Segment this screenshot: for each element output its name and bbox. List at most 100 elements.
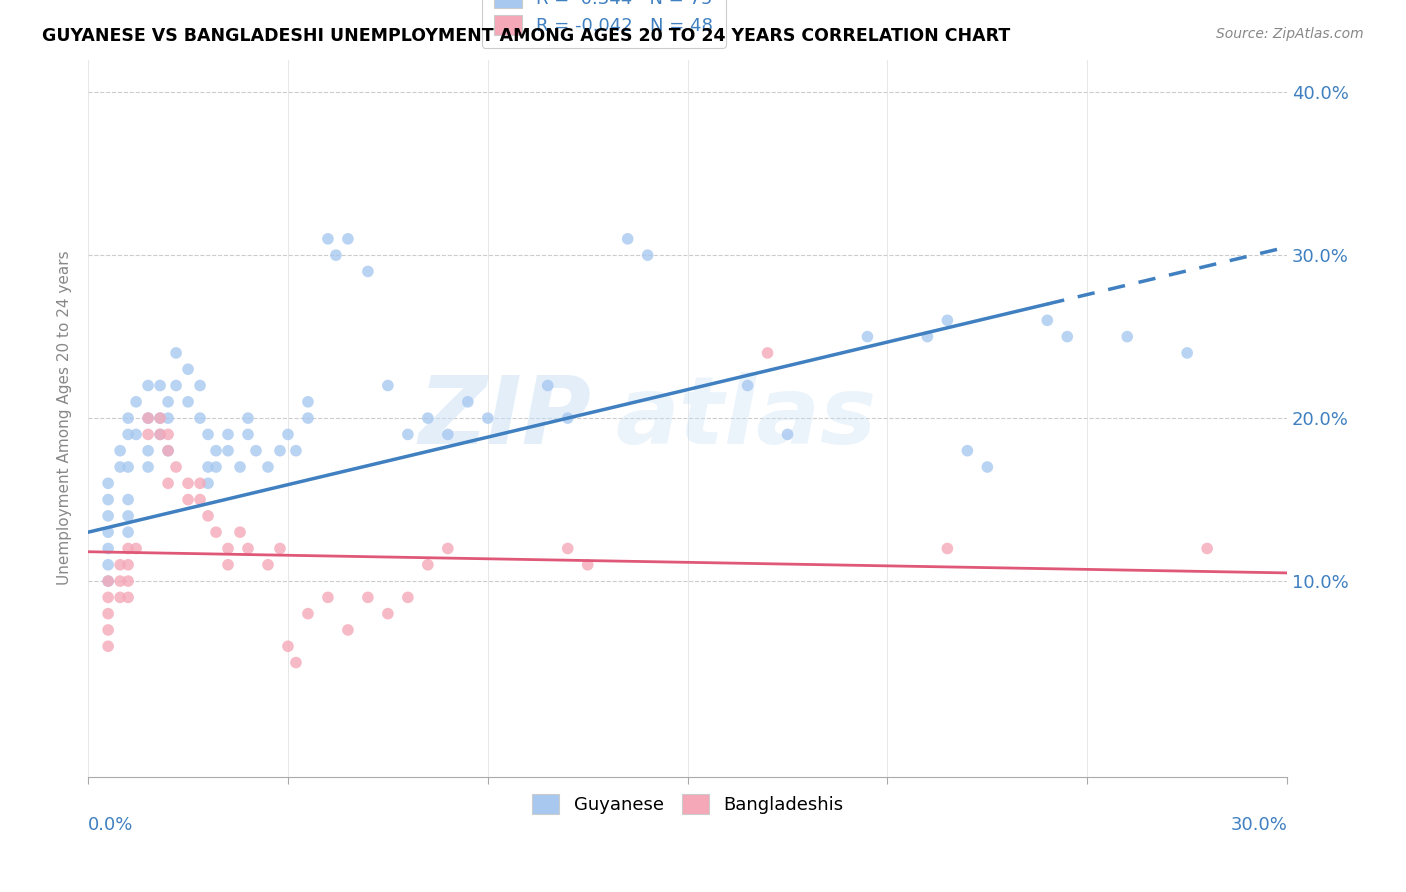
Point <box>217 558 239 572</box>
Point <box>756 346 779 360</box>
Point <box>336 232 359 246</box>
Point <box>1197 541 1219 556</box>
Point <box>316 591 339 605</box>
Point <box>377 378 399 392</box>
Point <box>325 248 347 262</box>
Point <box>936 541 959 556</box>
Point <box>136 427 159 442</box>
Point <box>125 394 148 409</box>
Point <box>177 394 200 409</box>
Point <box>297 394 319 409</box>
Point <box>616 232 638 246</box>
Text: 0.0%: 0.0% <box>89 816 134 834</box>
Text: atlas: atlas <box>616 372 877 464</box>
Point <box>737 378 759 392</box>
Point <box>245 443 267 458</box>
Point <box>576 558 599 572</box>
Point <box>856 329 879 343</box>
Point <box>177 492 200 507</box>
Point <box>437 427 460 442</box>
Point <box>457 394 479 409</box>
Point <box>97 607 120 621</box>
Point <box>97 558 120 572</box>
Point <box>136 378 159 392</box>
Point <box>97 574 120 588</box>
Point <box>117 591 139 605</box>
Point <box>188 492 211 507</box>
Point <box>97 591 120 605</box>
Point <box>117 508 139 523</box>
Point <box>976 460 998 475</box>
Point <box>157 443 180 458</box>
Point <box>416 411 439 425</box>
Point <box>477 411 499 425</box>
Point <box>157 427 180 442</box>
Point <box>236 541 259 556</box>
Point <box>157 394 180 409</box>
Point <box>217 443 239 458</box>
Point <box>108 558 131 572</box>
Point <box>297 607 319 621</box>
Point <box>149 378 172 392</box>
Point <box>297 411 319 425</box>
Point <box>165 346 187 360</box>
Point <box>776 427 799 442</box>
Point <box>136 460 159 475</box>
Point <box>1056 329 1078 343</box>
Point <box>257 460 280 475</box>
Point <box>257 558 280 572</box>
Point <box>125 541 148 556</box>
Point <box>396 427 419 442</box>
Point <box>637 248 659 262</box>
Point <box>217 541 239 556</box>
Point <box>229 460 252 475</box>
Point <box>377 607 399 621</box>
Point <box>117 525 139 540</box>
Point <box>205 525 228 540</box>
Text: Source: ZipAtlas.com: Source: ZipAtlas.com <box>1216 27 1364 41</box>
Point <box>165 460 187 475</box>
Point <box>197 476 219 491</box>
Point <box>188 411 211 425</box>
Point <box>205 443 228 458</box>
Point <box>269 541 291 556</box>
Point <box>117 574 139 588</box>
Point <box>936 313 959 327</box>
Text: GUYANESE VS BANGLADESHI UNEMPLOYMENT AMONG AGES 20 TO 24 YEARS CORRELATION CHART: GUYANESE VS BANGLADESHI UNEMPLOYMENT AMO… <box>42 27 1011 45</box>
Point <box>205 460 228 475</box>
Point <box>117 411 139 425</box>
Point <box>157 411 180 425</box>
Point <box>108 443 131 458</box>
Point <box>285 656 308 670</box>
Point <box>197 460 219 475</box>
Point <box>97 476 120 491</box>
Point <box>97 492 120 507</box>
Point <box>125 427 148 442</box>
Point <box>97 623 120 637</box>
Point <box>1175 346 1198 360</box>
Point <box>269 443 291 458</box>
Point <box>197 427 219 442</box>
Point <box>1036 313 1059 327</box>
Point <box>177 362 200 376</box>
Point <box>357 264 380 278</box>
Point <box>117 460 139 475</box>
Point <box>217 427 239 442</box>
Point <box>917 329 939 343</box>
Point <box>136 411 159 425</box>
Point <box>97 574 120 588</box>
Point <box>149 411 172 425</box>
Point <box>357 591 380 605</box>
Point <box>437 541 460 556</box>
Point <box>277 640 299 654</box>
Point <box>285 443 308 458</box>
Point <box>117 427 139 442</box>
Point <box>149 427 172 442</box>
Point <box>177 476 200 491</box>
Point <box>188 476 211 491</box>
Point <box>157 443 180 458</box>
Point <box>136 411 159 425</box>
Point <box>97 640 120 654</box>
Point <box>108 460 131 475</box>
Point <box>336 623 359 637</box>
